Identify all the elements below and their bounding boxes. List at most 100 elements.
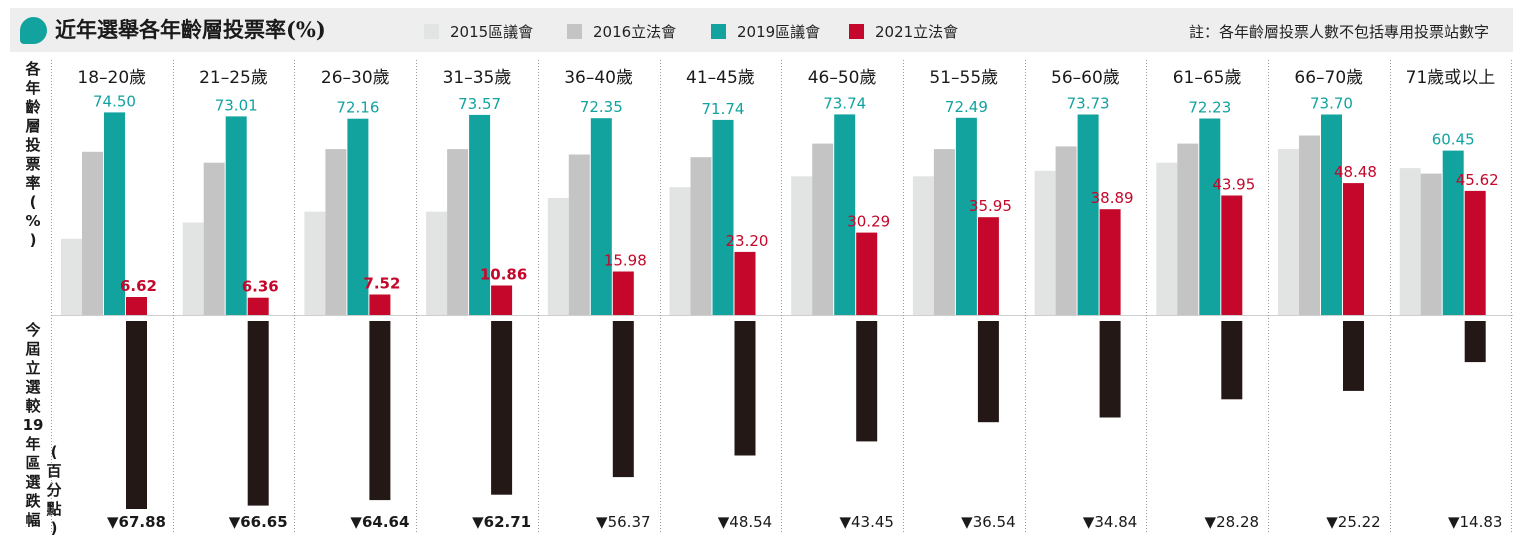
drop-value-label: ▼43.45 <box>839 513 893 531</box>
legend-swatch-2021 <box>849 23 864 39</box>
age-group-label: 26–30歲 <box>321 68 390 88</box>
legend-label-2015: 2015區議會 <box>450 22 534 41</box>
drop-value-label: ▼62.71 <box>472 513 531 531</box>
value-label-2019: 73.57 <box>458 95 501 113</box>
value-label-2021: 38.89 <box>1091 189 1134 207</box>
value-label-2019: 71.74 <box>702 100 745 118</box>
value-label-2019: 73.01 <box>215 96 258 114</box>
value-label-2019: 73.70 <box>1310 95 1353 113</box>
bar-2016立法會 <box>1055 146 1077 315</box>
drop-bar <box>1221 321 1243 400</box>
value-label-2021: 7.52 <box>363 275 400 293</box>
age-group-label: 66–70歲 <box>1294 68 1363 88</box>
age-group-label: 36–40歲 <box>564 68 633 88</box>
bar-2019區議會 <box>1442 150 1464 315</box>
chart-title: 近年選舉各年齡層投票率(%) <box>55 17 326 42</box>
legend-swatch-2015 <box>424 23 439 39</box>
drop-value-label: ▼25.22 <box>1326 513 1380 531</box>
age-group-label: 56–60歲 <box>1051 68 1120 88</box>
bar-2021立法會 <box>612 271 634 315</box>
value-label-2021: 6.36 <box>242 278 279 296</box>
age-group-label: 71歲或以上 <box>1406 68 1496 88</box>
drop-bar <box>369 321 391 501</box>
drop-bar <box>1343 321 1364 391</box>
bar-2021立法會 <box>977 217 999 315</box>
bar-2015區議會 <box>912 176 934 315</box>
value-label-2021: 45.62 <box>1456 171 1499 189</box>
value-label-2021: 6.62 <box>120 277 157 295</box>
bar-2019區議會 <box>104 112 125 316</box>
bar-2021立法會 <box>1099 209 1121 315</box>
legend-label-2019: 2019區議會 <box>737 22 821 41</box>
value-label-2021: 35.95 <box>969 197 1012 215</box>
bar-2016立法會 <box>1420 173 1442 315</box>
bar-2015區議會 <box>1399 168 1421 315</box>
bar-2015區議會 <box>547 198 569 315</box>
legend-item-2021: 2021立法會 <box>849 20 958 42</box>
bar-2019區議會 <box>834 114 856 316</box>
drop-bar <box>491 321 513 495</box>
drop-value-label: ▼67.88 <box>107 513 166 531</box>
side-label-drop-unit: ( 百 分 點 ) <box>46 443 62 537</box>
value-label-2019: 73.74 <box>823 94 866 112</box>
drop-bar <box>856 321 878 442</box>
bar-2021立法會 <box>1221 195 1243 315</box>
value-label-2019: 72.35 <box>580 98 623 116</box>
speech-bubble-icon <box>20 17 47 44</box>
bar-2016立法會 <box>325 149 347 315</box>
drop-value-label: ▼66.65 <box>229 513 288 531</box>
bar-2019區議會 <box>955 117 977 315</box>
bar-2016立法會 <box>447 149 469 315</box>
bar-2019區議會 <box>1321 114 1342 315</box>
bar-2016立法會 <box>1299 135 1320 315</box>
bar-2015區議會 <box>1034 170 1056 315</box>
age-group-label: 61–65歲 <box>1173 68 1242 88</box>
bar-2021立法會 <box>1464 190 1486 315</box>
bar-2015區議會 <box>61 238 82 315</box>
age-group-label: 21–25歲 <box>199 68 268 88</box>
value-label-2019: 72.23 <box>1188 99 1231 117</box>
bar-2019區議會 <box>712 119 734 316</box>
drop-value-label: ▼64.64 <box>350 513 409 531</box>
drop-value-label: ▼56.37 <box>596 513 650 531</box>
bar-2016立法會 <box>82 151 103 315</box>
side-label-turnout: 各 年 齡 層 投 票 率 ( % ) <box>25 60 41 249</box>
chart-note: 註：各年齡層投票人數不包括專用投票站數字 <box>1188 23 1489 41</box>
bar-2015區議會 <box>1156 162 1178 315</box>
legend-label-2021: 2021立法會 <box>875 22 959 41</box>
bar-2021立法會 <box>247 297 269 315</box>
age-group-label: 51–55歲 <box>929 68 998 88</box>
bar-2019區議會 <box>225 116 247 316</box>
bar-2016立法會 <box>812 143 834 315</box>
bar-2015區議會 <box>791 176 813 315</box>
value-label-2019: 73.73 <box>1067 95 1110 113</box>
legend-item-2016: 2016立法會 <box>567 20 676 42</box>
drop-value-label: ▼48.54 <box>718 513 772 531</box>
bar-2016立法會 <box>203 162 225 315</box>
legend-label-2016: 2016立法會 <box>593 22 677 41</box>
bar-2021立法會 <box>734 251 756 315</box>
age-group-label: 18–20歲 <box>77 68 146 88</box>
value-label-2021: 23.20 <box>726 232 769 250</box>
bar-2019區議會 <box>347 118 369 315</box>
drop-bar <box>977 321 999 423</box>
drop-bar <box>612 321 634 478</box>
drop-bar <box>247 321 269 506</box>
legend-item-2015: 2015區議會 <box>424 20 533 42</box>
drop-value-label: ▼36.54 <box>961 513 1015 531</box>
bar-2015區議會 <box>304 211 326 315</box>
bar-2016立法會 <box>1177 143 1199 315</box>
drop-bar <box>1464 321 1486 363</box>
age-group-label: 46–50歲 <box>808 68 877 88</box>
drop-value-label: ▼34.84 <box>1083 513 1137 531</box>
value-label-2021: 43.95 <box>1212 176 1255 194</box>
value-label-2021: 15.98 <box>604 252 647 270</box>
drop-value-label: ▼28.28 <box>1205 513 1259 531</box>
drop-value-label: ▼14.83 <box>1448 513 1502 531</box>
bar-2021立法會 <box>491 285 513 315</box>
value-label-2021: 48.48 <box>1334 163 1377 181</box>
value-label-2019: 74.50 <box>93 92 136 110</box>
drop-bar <box>1099 321 1121 418</box>
